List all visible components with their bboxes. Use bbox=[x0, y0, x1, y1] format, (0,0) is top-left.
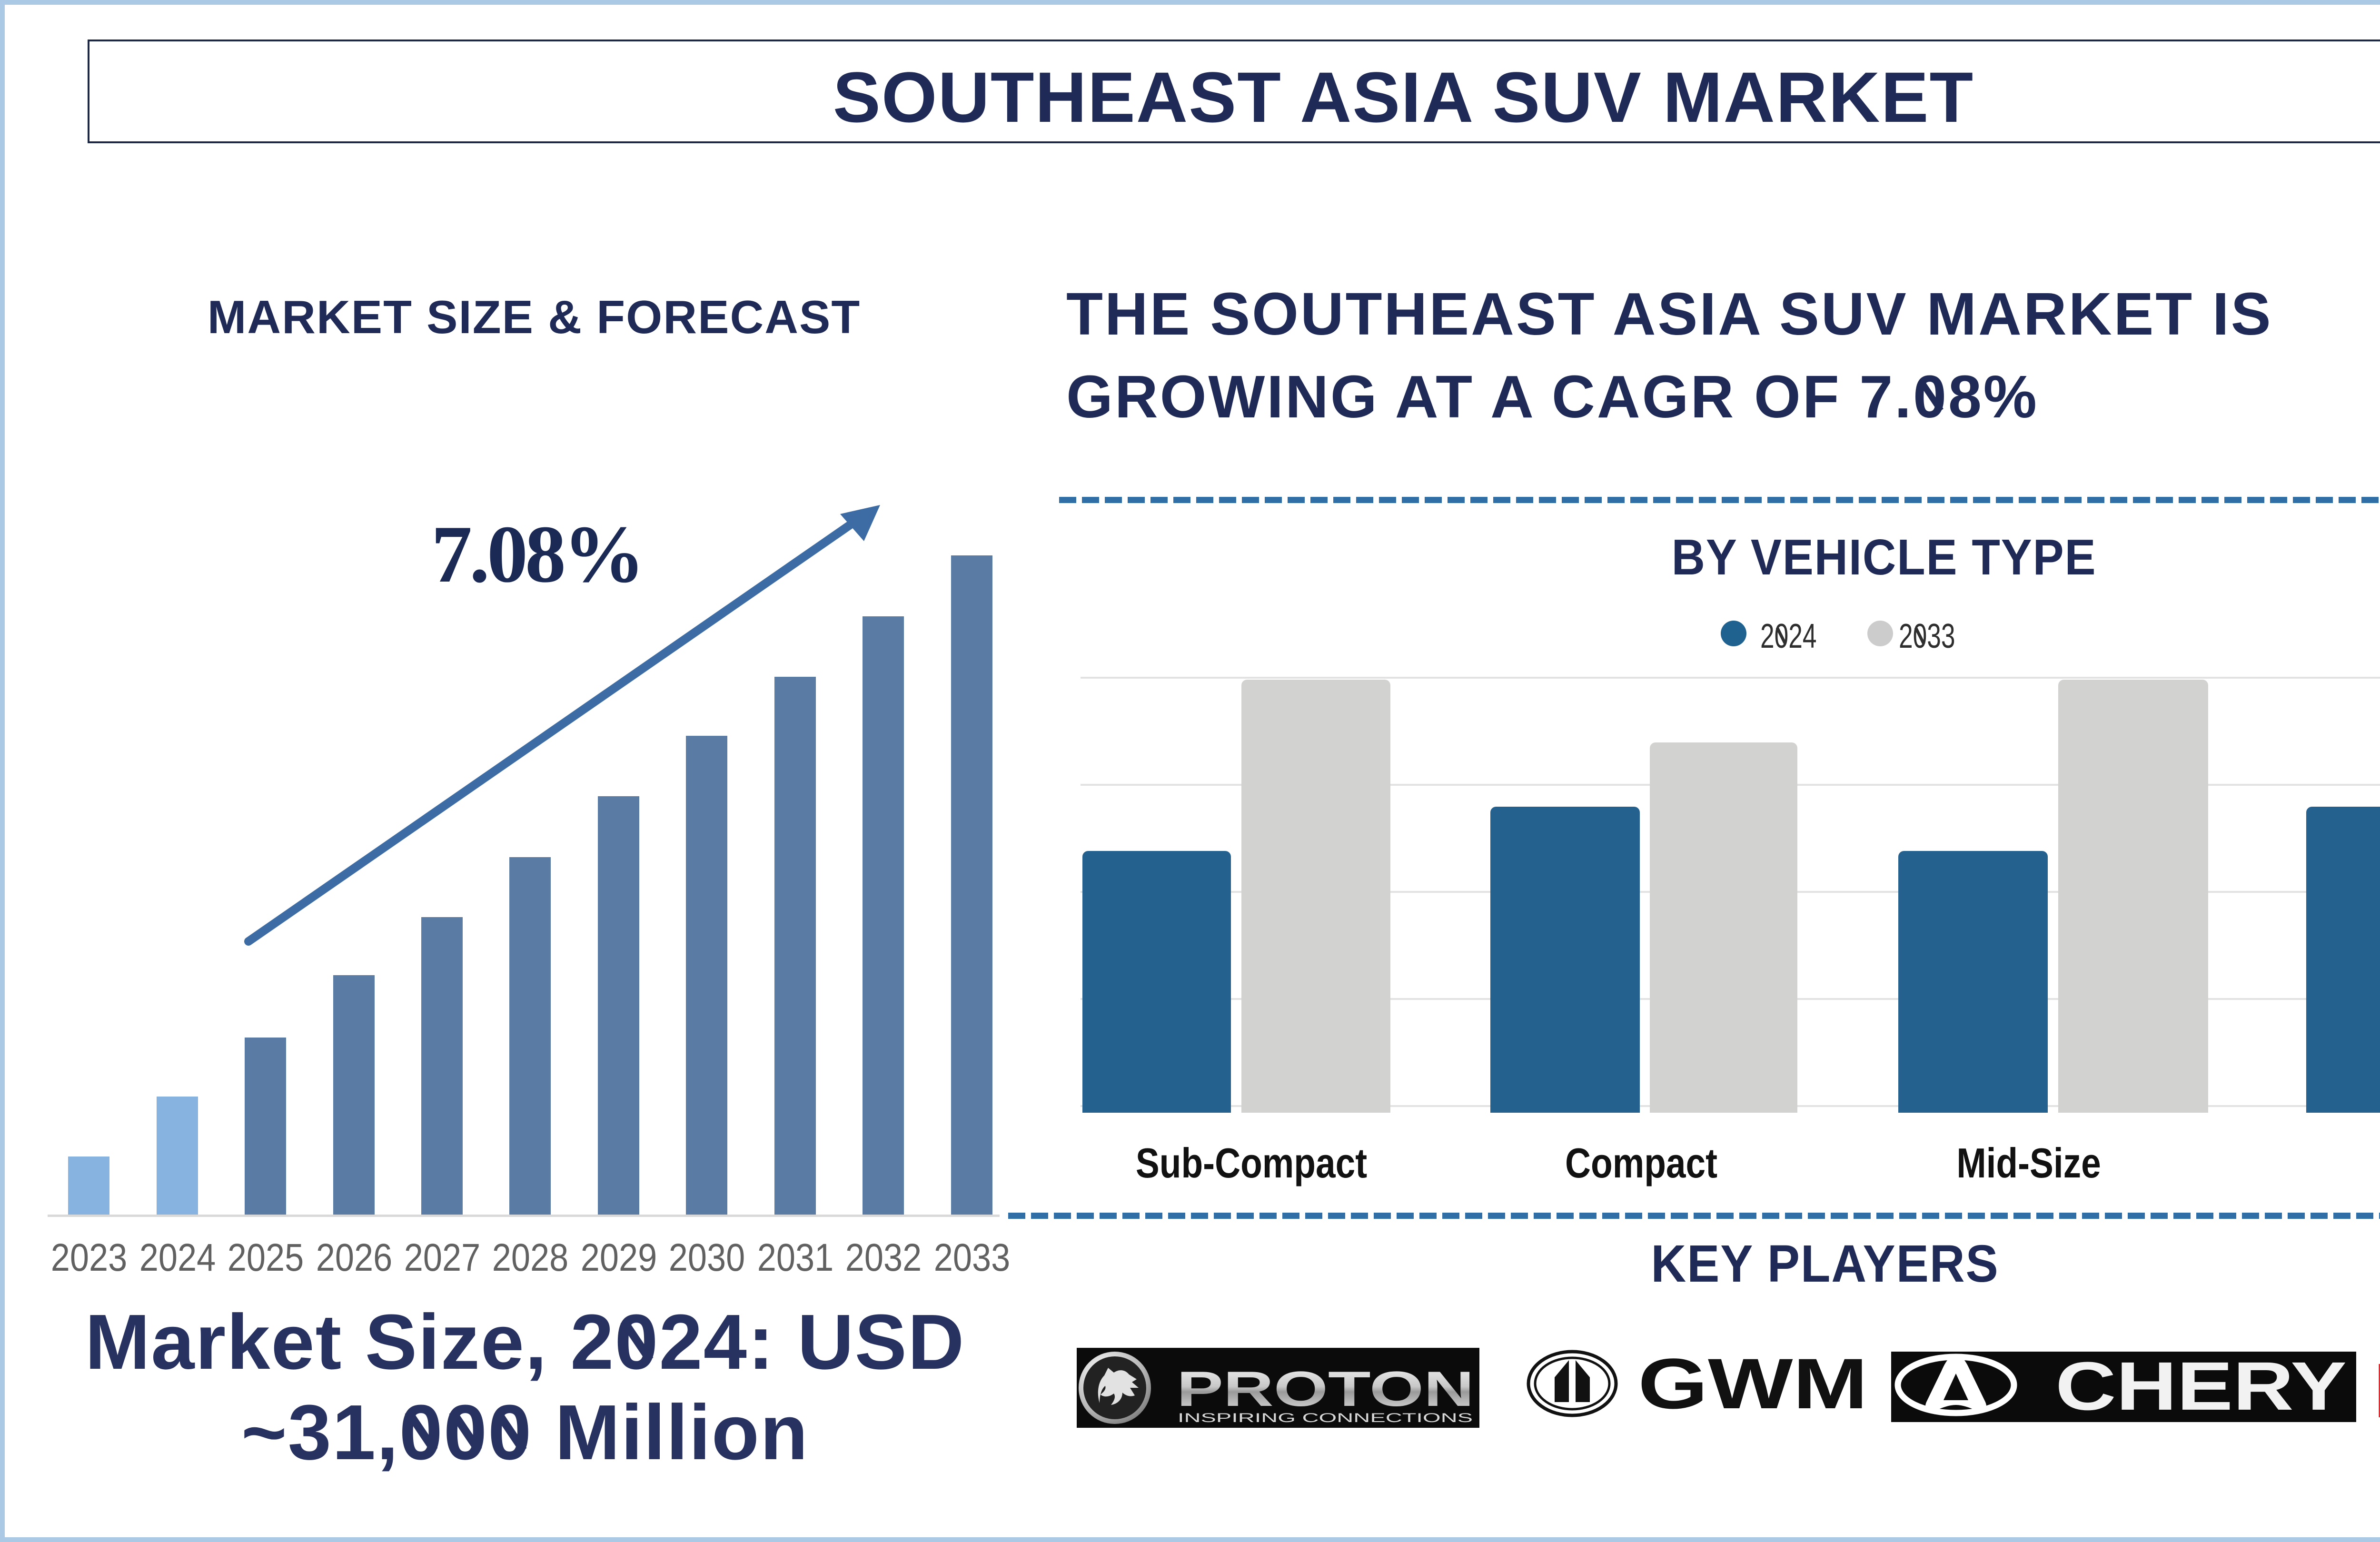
svg-text:GWM: GWM bbox=[1638, 1349, 1868, 1420]
svg-text:INSPIRING CONNECTIONS: INSPIRING CONNECTIONS bbox=[1178, 1411, 1473, 1425]
svg-text:CHERY: CHERY bbox=[2055, 1352, 2347, 1422]
svg-text:ISUZU: ISUZU bbox=[2371, 1359, 2380, 1426]
svg-text:PROTON: PROTON bbox=[1177, 1362, 1474, 1417]
